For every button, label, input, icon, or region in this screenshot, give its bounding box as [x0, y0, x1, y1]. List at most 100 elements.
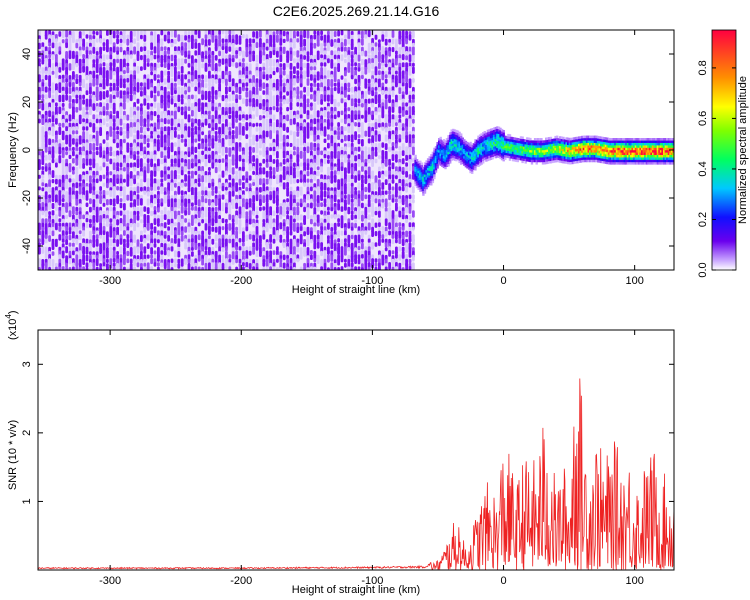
heatmap-cell	[167, 126, 170, 133]
heatmap-cell	[245, 246, 249, 251]
heatmap-cell	[262, 158, 266, 164]
heatmap-cell	[112, 71, 116, 76]
heatmap-cell	[112, 258, 116, 263]
heatmap-cell	[357, 162, 361, 167]
heatmap-cell	[279, 118, 283, 124]
heatmap-cell	[116, 30, 119, 35]
heatmap-cell	[65, 151, 68, 156]
heatmap-cell	[123, 114, 126, 121]
heatmap-cell	[330, 30, 334, 36]
heatmap-cell	[177, 34, 181, 42]
heatmap-cell	[218, 86, 221, 93]
heatmap-cell	[126, 258, 130, 264]
heatmap-cell	[65, 182, 68, 190]
heatmap-cell	[269, 110, 272, 116]
heatmap-cell	[350, 194, 354, 199]
heatmap-cell	[194, 146, 198, 153]
heatmap-cell	[170, 186, 174, 191]
heatmap-cell	[412, 254, 415, 262]
heatmap-cell	[286, 210, 289, 215]
heatmap-cell	[344, 90, 347, 98]
heatmap-cell	[204, 46, 208, 52]
heatmap-cell	[395, 154, 398, 160]
heatmap-cell	[347, 142, 351, 148]
heatmap-cell	[153, 178, 157, 185]
heatmap-cell	[184, 51, 187, 58]
heatmap-cell	[95, 31, 99, 36]
heatmap-cell	[95, 95, 99, 101]
heatmap-cell	[65, 214, 68, 219]
heatmap-cell	[323, 179, 327, 185]
heatmap-cell	[279, 234, 283, 240]
heatmap-cell	[187, 206, 191, 211]
heatmap-cell	[238, 38, 242, 45]
heatmap-cell	[235, 142, 238, 149]
heatmap-cell	[289, 98, 293, 103]
heatmap-cell	[293, 90, 296, 98]
heatmap-cell	[187, 198, 191, 205]
heatmap-cell	[160, 102, 164, 109]
heatmap-cell	[286, 126, 289, 133]
heatmap-cell	[92, 46, 96, 54]
heatmap-cell	[184, 174, 187, 182]
heatmap-cell	[313, 30, 317, 35]
heatmap-cell	[92, 82, 96, 87]
heatmap-cell	[143, 130, 147, 136]
heatmap-cell	[201, 143, 204, 150]
heatmap-cell	[55, 162, 58, 168]
heatmap-cell	[299, 118, 303, 124]
heatmap-cell	[347, 82, 351, 88]
heatmap-cell	[388, 218, 391, 224]
heatmap-cell	[51, 154, 55, 160]
heatmap-cell	[235, 38, 238, 45]
heatmap-cell	[133, 142, 136, 147]
heatmap-cell	[89, 186, 92, 194]
heatmap-cell	[350, 230, 354, 236]
heatmap-cell	[231, 34, 235, 40]
heatmap-cell	[327, 111, 330, 116]
heatmap-cell	[208, 226, 211, 232]
heatmap-cell	[119, 191, 123, 197]
heatmap-cell	[405, 62, 408, 69]
heatmap-cell	[412, 138, 415, 144]
heatmap-cell	[51, 266, 55, 270]
heatmap-cell	[316, 170, 320, 177]
heatmap-cell	[276, 166, 279, 172]
heatmap-cell	[412, 247, 415, 253]
heatmap-cell	[405, 126, 408, 132]
heatmap-cell	[106, 242, 109, 248]
heatmap-cell	[65, 206, 68, 213]
heatmap-cell	[327, 250, 330, 255]
heatmap-cell	[262, 46, 266, 52]
heatmap-cell	[157, 186, 160, 191]
heatmap-cell	[371, 90, 374, 97]
heatmap-cell	[146, 58, 150, 63]
heatmap-cell	[299, 254, 303, 260]
heatmap-cell	[306, 114, 310, 120]
heatmap-cell	[78, 230, 82, 235]
heatmap-cell	[191, 246, 194, 251]
heatmap-cell	[140, 46, 143, 52]
heatmap-cell	[48, 262, 51, 268]
heatmap-cell	[116, 178, 119, 184]
heatmap-cell	[340, 90, 344, 96]
heatmap-cell	[248, 82, 252, 88]
heatmap-cell	[374, 231, 378, 237]
heatmap-cell	[354, 170, 357, 176]
heatmap-cell	[160, 254, 164, 260]
heatmap-cell	[330, 214, 334, 219]
heatmap-cell	[282, 99, 286, 105]
heatmap-cell	[51, 54, 55, 60]
heatmap-cell	[61, 266, 65, 270]
heatmap-cell	[378, 118, 381, 125]
heatmap-cell	[252, 38, 255, 44]
heatmap-cell	[340, 266, 344, 270]
heatmap-cell	[89, 94, 92, 100]
heatmap-cell	[167, 166, 170, 171]
heatmap-cell	[252, 210, 255, 216]
heatmap-cell	[174, 194, 177, 200]
heatmap-cell	[75, 142, 79, 148]
heatmap-cell	[347, 94, 351, 101]
heatmap-cell	[218, 154, 221, 160]
heatmap-cell	[112, 94, 116, 100]
